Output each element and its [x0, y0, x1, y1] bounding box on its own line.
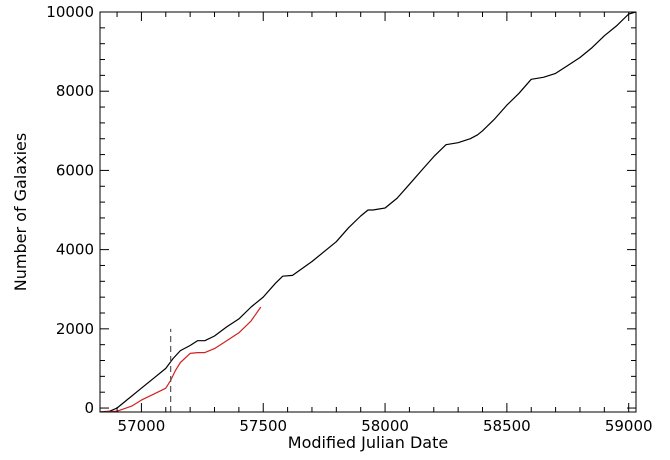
series-line-2 [100, 306, 262, 412]
y-tick-label: 2000 [56, 320, 94, 338]
x-tick-label: 58000 [361, 417, 409, 435]
x-tick-label: 57000 [118, 417, 166, 435]
y-tick-label: 4000 [56, 241, 94, 259]
x-tick-label: 58500 [483, 417, 531, 435]
labels-layer: 57000 57500 58000 58500 59000 0 2000 4000 6000 80… [46, 3, 652, 435]
x-axis-title: Modified Julian Date [288, 433, 448, 452]
y-tick-label: 0 [84, 399, 94, 417]
x-tick-label: 57500 [239, 417, 287, 435]
series-line-1 [100, 12, 636, 412]
y-tick-label: 8000 [56, 82, 94, 100]
plot-frame [99, 11, 637, 413]
y-tick-label: 10000 [46, 3, 94, 21]
y-tick-label: 6000 [56, 161, 94, 179]
frame-layer [99, 11, 637, 413]
y-axis-title: Number of Galaxies [11, 133, 30, 291]
series-layer [100, 12, 636, 412]
x-tick-label: 59000 [605, 417, 653, 435]
ticks-layer [100, 11, 636, 412]
